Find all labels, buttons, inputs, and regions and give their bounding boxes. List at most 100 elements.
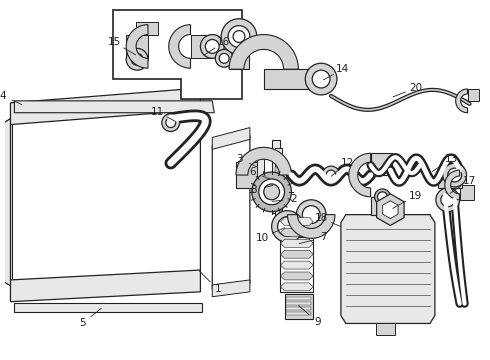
- Polygon shape: [377, 194, 404, 225]
- Text: 18: 18: [315, 213, 328, 224]
- Text: 15: 15: [108, 37, 121, 48]
- Text: 9: 9: [314, 317, 320, 327]
- Circle shape: [252, 172, 292, 212]
- Polygon shape: [285, 294, 313, 319]
- Circle shape: [377, 192, 388, 202]
- Polygon shape: [281, 250, 313, 258]
- Circle shape: [277, 217, 297, 237]
- Circle shape: [259, 179, 285, 205]
- Polygon shape: [10, 270, 200, 302]
- Circle shape: [131, 53, 143, 65]
- Circle shape: [200, 35, 224, 58]
- Polygon shape: [229, 35, 298, 69]
- Text: 2: 2: [290, 194, 296, 204]
- Polygon shape: [375, 323, 395, 335]
- Polygon shape: [288, 215, 311, 237]
- Text: 20: 20: [409, 83, 422, 93]
- Circle shape: [215, 49, 233, 67]
- Polygon shape: [274, 203, 282, 211]
- Polygon shape: [229, 37, 249, 69]
- Circle shape: [326, 170, 336, 180]
- Text: 17: 17: [463, 176, 476, 185]
- Polygon shape: [212, 135, 250, 289]
- Circle shape: [162, 114, 180, 131]
- Circle shape: [374, 189, 391, 205]
- Text: 14: 14: [336, 64, 349, 75]
- Polygon shape: [341, 215, 435, 323]
- Circle shape: [448, 168, 462, 182]
- Polygon shape: [126, 25, 148, 68]
- Polygon shape: [460, 185, 474, 200]
- Polygon shape: [274, 179, 282, 187]
- Polygon shape: [274, 148, 282, 217]
- Circle shape: [221, 19, 257, 54]
- Text: 1: 1: [215, 284, 221, 294]
- Polygon shape: [274, 191, 282, 199]
- Polygon shape: [287, 307, 311, 310]
- Polygon shape: [287, 302, 311, 305]
- Polygon shape: [467, 89, 479, 101]
- Polygon shape: [113, 10, 242, 99]
- Polygon shape: [169, 25, 191, 68]
- Text: 13: 13: [445, 154, 458, 164]
- Text: 4: 4: [0, 90, 5, 100]
- Text: 10: 10: [256, 233, 269, 243]
- Circle shape: [233, 31, 245, 42]
- Circle shape: [312, 70, 330, 88]
- Polygon shape: [271, 140, 280, 213]
- Polygon shape: [281, 217, 313, 225]
- Polygon shape: [281, 261, 313, 269]
- Polygon shape: [281, 239, 313, 247]
- Polygon shape: [370, 153, 392, 175]
- Text: 12: 12: [341, 158, 354, 168]
- Polygon shape: [274, 155, 282, 163]
- Polygon shape: [281, 229, 313, 237]
- Text: 16: 16: [217, 37, 230, 47]
- Polygon shape: [281, 283, 313, 291]
- Polygon shape: [0, 119, 10, 286]
- Polygon shape: [12, 106, 200, 284]
- Polygon shape: [236, 162, 264, 188]
- Circle shape: [322, 166, 340, 184]
- Text: 19: 19: [409, 191, 422, 201]
- Text: 7: 7: [320, 233, 327, 242]
- Circle shape: [219, 53, 229, 63]
- Text: 11: 11: [151, 107, 165, 117]
- Circle shape: [126, 48, 148, 70]
- Polygon shape: [383, 201, 398, 219]
- Polygon shape: [370, 197, 395, 215]
- Circle shape: [296, 200, 326, 229]
- Polygon shape: [281, 272, 313, 280]
- Text: 6: 6: [249, 167, 256, 177]
- Circle shape: [264, 184, 280, 200]
- Circle shape: [441, 193, 455, 207]
- Polygon shape: [264, 69, 321, 89]
- Polygon shape: [274, 167, 282, 175]
- Polygon shape: [445, 170, 460, 200]
- Circle shape: [436, 188, 460, 212]
- Polygon shape: [254, 151, 267, 158]
- Circle shape: [166, 118, 176, 127]
- Polygon shape: [287, 297, 311, 300]
- Polygon shape: [14, 303, 202, 312]
- Polygon shape: [288, 215, 335, 238]
- Polygon shape: [126, 35, 148, 58]
- Polygon shape: [212, 280, 250, 297]
- Text: 5: 5: [79, 319, 86, 328]
- Polygon shape: [349, 153, 370, 197]
- Polygon shape: [236, 147, 292, 175]
- Polygon shape: [257, 155, 264, 180]
- Polygon shape: [10, 88, 200, 125]
- Polygon shape: [14, 101, 214, 113]
- Polygon shape: [136, 22, 158, 35]
- Polygon shape: [212, 127, 250, 149]
- Circle shape: [305, 63, 337, 95]
- Polygon shape: [191, 35, 212, 58]
- Circle shape: [228, 26, 250, 48]
- Polygon shape: [456, 89, 467, 113]
- Polygon shape: [287, 312, 311, 315]
- Circle shape: [205, 40, 219, 53]
- Circle shape: [271, 211, 303, 242]
- Circle shape: [302, 206, 320, 224]
- Circle shape: [443, 163, 466, 187]
